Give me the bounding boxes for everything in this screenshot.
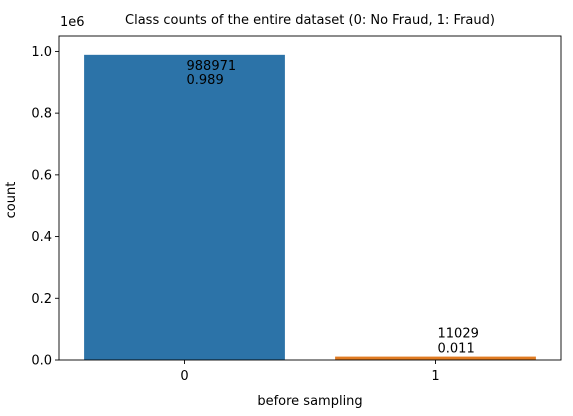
data-label-fraction: 0.989 <box>187 73 224 88</box>
bar-1 <box>335 356 536 360</box>
axes-frame <box>58 35 562 361</box>
y-tick-label: 1.0 <box>31 45 52 60</box>
y-tick-label: 0.8 <box>31 107 52 122</box>
data-label-fraction: 0.011 <box>438 342 475 357</box>
y-axis-label: count <box>4 182 19 219</box>
bar-0 <box>84 54 285 360</box>
y-tick-label: 0.6 <box>31 168 52 183</box>
y-tick-label: 0.4 <box>31 230 52 245</box>
x-tick-label: 1 <box>431 369 439 384</box>
y-axis-offset-text: 1e6 <box>60 15 85 30</box>
y-tick-label: 0.2 <box>31 292 52 307</box>
y-tick-label: 0.0 <box>31 354 52 369</box>
x-tick-label: 0 <box>180 369 188 384</box>
x-axis-label: before sampling <box>257 394 362 409</box>
data-label-count: 988971 <box>187 59 237 74</box>
chart-title: Class counts of the entire dataset (0: N… <box>125 13 495 28</box>
data-label-count: 11029 <box>438 327 479 342</box>
